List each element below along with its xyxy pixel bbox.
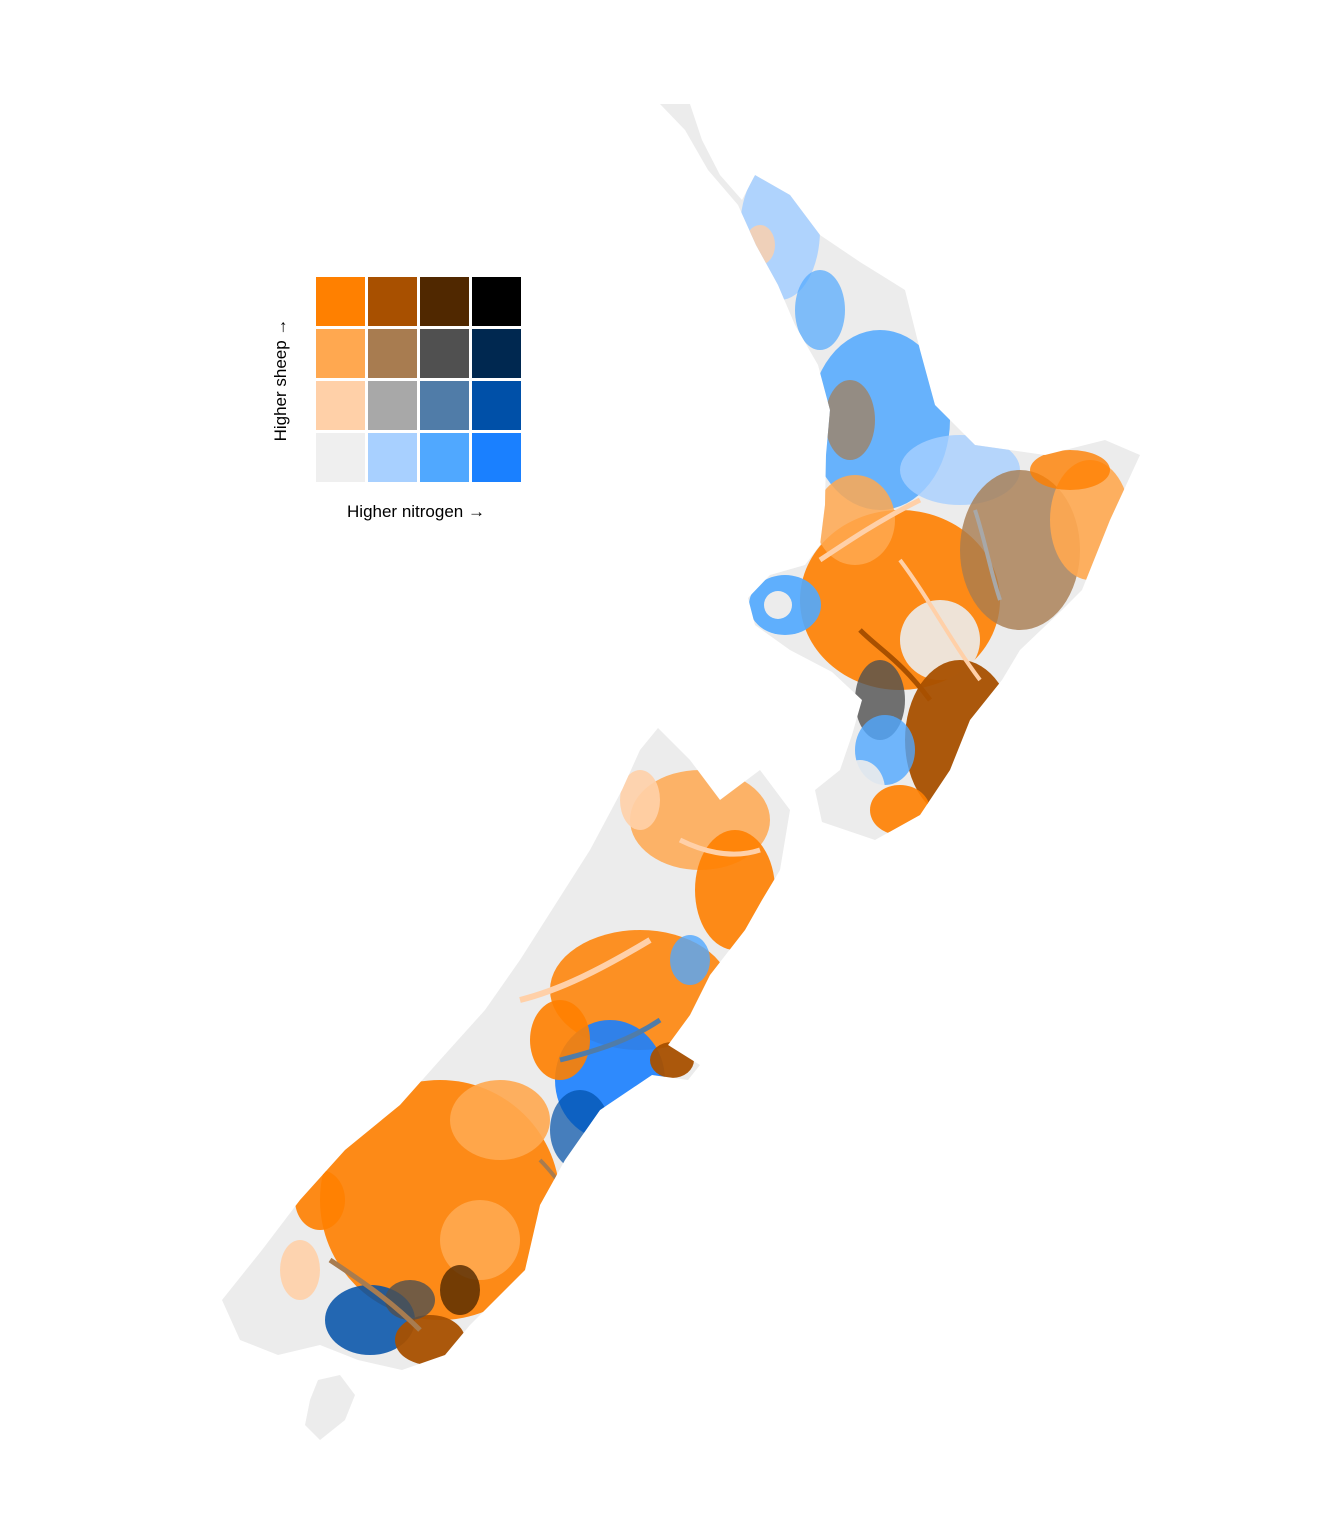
stewart-island [305,1375,355,1440]
legend-cell-r0-c2 [420,277,469,326]
legend-cell-r1-c3 [472,329,521,378]
north-island [660,104,1140,840]
legend-cell-r2-c0 [316,381,365,430]
legend-x-label: Higher nitrogen → [347,502,485,521]
legend-cell-r1-c1 [368,329,417,378]
legend-cell-r0-c3 [472,277,521,326]
legend-cell-r1-c2 [420,329,469,378]
legend-cell-r3-c3 [472,433,521,482]
south-island [222,728,790,1370]
legend-cell-r0-c0 [316,277,365,326]
legend-y-label: Higher sheep → [271,318,290,442]
legend-cell-r3-c0 [316,433,365,482]
legend-cell-r2-c3 [472,381,521,430]
legend-cell-r2-c2 [420,381,469,430]
legend-cell-r2-c1 [368,381,417,430]
legend-cell-r3-c2 [420,433,469,482]
bivariate-legend [314,275,524,485]
legend-cell-r0-c1 [368,277,417,326]
legend-cell-r3-c1 [368,433,417,482]
legend-cell-r1-c0 [316,329,365,378]
